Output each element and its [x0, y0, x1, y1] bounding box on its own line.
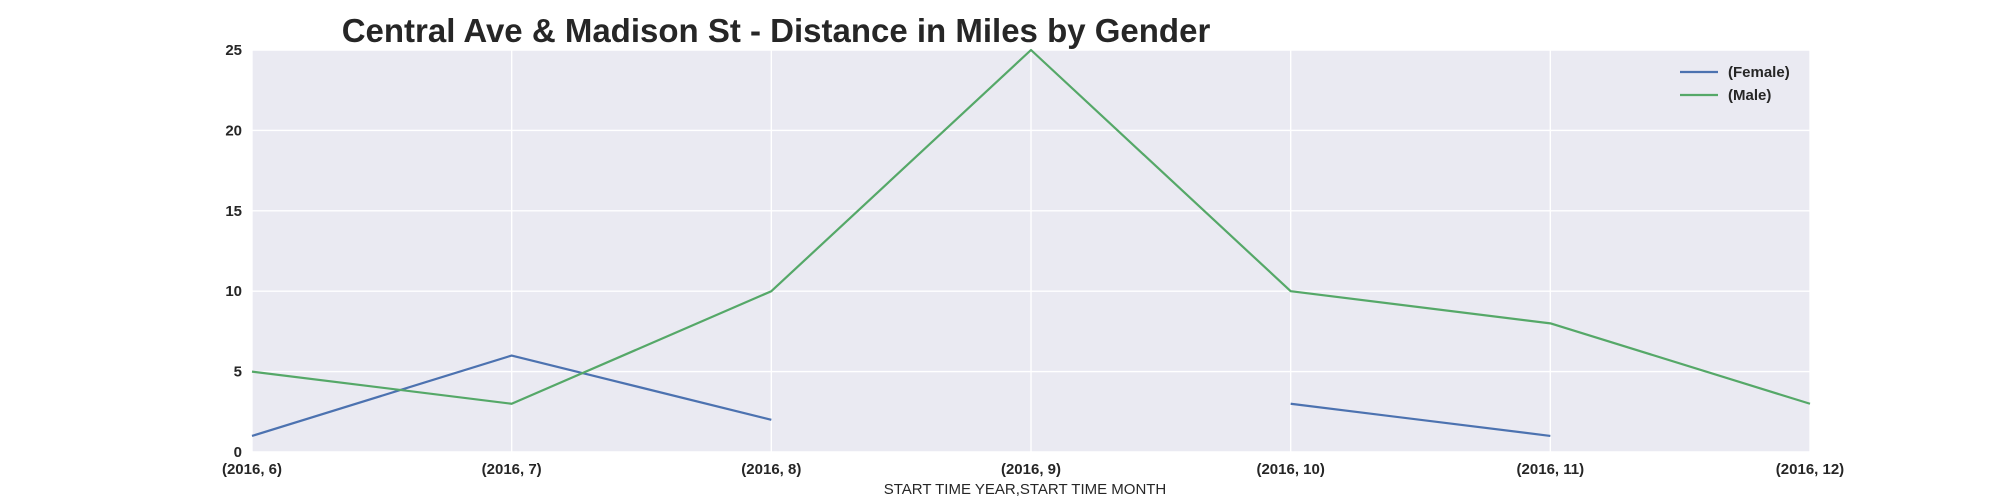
x-tick-label: (2016, 9) [1001, 461, 1061, 478]
series-2 [251, 48, 1811, 405]
x-tick-label: (2016, 12) [1776, 461, 1844, 478]
x-tick-labels: (2016, 6) (2016, 7) (2016, 8) (2016, 9) (201… [222, 461, 1844, 478]
y-tick-label: 10 [225, 283, 242, 300]
legend-label: (Female) [1728, 64, 1790, 81]
x-tick-label: (2016, 6) [222, 461, 282, 478]
chart-title: Central Ave & Madison St - Distance in M… [342, 12, 1211, 49]
y-tick-label: 5 [234, 364, 242, 381]
y-tick-labels: 0 5 10 15 20 25 [225, 42, 242, 461]
y-tick-label: 0 [234, 444, 242, 461]
x-axis-label: START TIME YEAR,START TIME MONTH [884, 481, 1167, 498]
series-1 [251, 354, 1551, 438]
y-tick-label: 15 [225, 203, 242, 220]
x-tick-label: (2016, 7) [482, 461, 542, 478]
series-line-segment [1290, 402, 1551, 438]
x-tick-label: (2016, 11) [1517, 461, 1585, 478]
legend: (Female) (Male) [1680, 64, 1790, 104]
legend-label: (Male) [1728, 87, 1771, 104]
series-lines [251, 48, 1811, 438]
x-tick-label: (2016, 8) [741, 461, 801, 478]
y-tick-label: 20 [225, 122, 242, 139]
x-tick-label: (2016, 10) [1256, 461, 1324, 478]
y-tick-label: 25 [225, 42, 242, 59]
